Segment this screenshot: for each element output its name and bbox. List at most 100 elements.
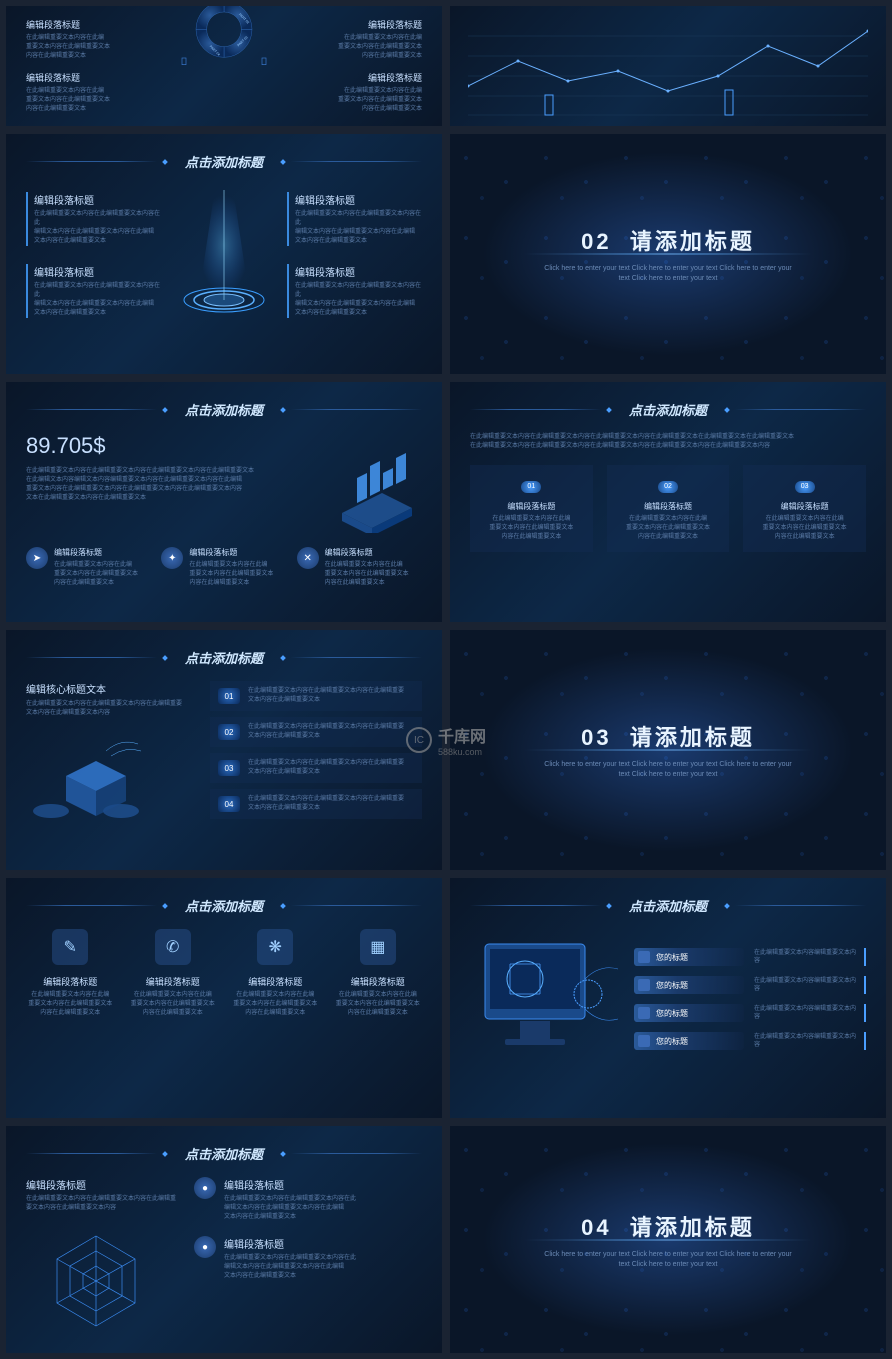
s10-text: 在此编辑重要文本内容编辑重要文本内容 (754, 976, 866, 994)
slide-1: 编辑段落标题在此编辑重要文本内容在此编重要文本内容在此编辑重要文本内容在此编辑重… (6, 6, 442, 126)
phone-icon: ✆ (155, 929, 191, 965)
slide-header: 点击添加标题 (26, 1144, 422, 1163)
slide-header: 点击添加标题 (26, 400, 422, 419)
slide-3: 点击添加标题 编辑段落标题在此编辑重要文本内容在此编辑重要文本内容在此编辑文本内… (6, 134, 442, 374)
chapter-subtitle: Click here to enter your text Click here… (544, 1250, 791, 1270)
header-title: 点击添加标题 (617, 400, 719, 419)
s3-item: 编辑段落标题在此编辑重要文本内容在此编辑重要文本内容在此编辑文本内容在此编辑重要… (26, 264, 161, 318)
chapter-subtitle: Click here to enter your text Click here… (544, 264, 791, 284)
bullet-icon: ● (194, 1236, 216, 1258)
tag-icon: ❋ (257, 929, 293, 965)
s6-cards: 01编辑段落标题在此编辑重要文本内容在此编重要文本内容在此编辑重要文本内容在此编… (470, 465, 866, 552)
s10-text: 在此编辑重要文本内容编辑重要文本内容 (754, 1004, 866, 1022)
header-title: 点击添加标题 (173, 152, 275, 171)
edit-icon: ✎ (52, 929, 88, 965)
nav-icon: ➤ (26, 547, 48, 569)
item-body: 在此编辑重要文本内容在此编重要文本内容在此编辑重要文本内容在此编辑重要文本 (26, 34, 151, 61)
big-number: 89.705$ (26, 433, 296, 459)
bullet-icon: ● (194, 1177, 216, 1199)
isometric-chart-graphic (312, 433, 422, 533)
s1-left-col: 编辑段落标题 在此编辑重要文本内容在此编重要文本内容在此编辑重要文本内容在此编辑重… (26, 18, 151, 114)
core-desc: 在此编辑重要文本内容在此编辑重要文本内容在此编辑重要文本内容在此编辑重要文本内容 (26, 700, 196, 718)
s1-item: 编辑段落标题在此编辑重要文本内容在此编重要文本内容在此编辑重要文本内容在此编辑重… (297, 18, 422, 61)
card-number: 02 (658, 481, 678, 493)
chapter-04: 04 请添加标题 Click here to enter your text C… (450, 1126, 886, 1353)
s3-item: 编辑段落标题在此编辑重要文本内容在此编辑重要文本内容在此编辑文本内容在此编辑重要… (287, 192, 422, 246)
slide-header: 点击添加标题 (26, 152, 422, 171)
item-body: 在此编辑重要文本内容在此编辑重要文本内容在此编辑文本内容在此编辑重要文本内容在此… (295, 282, 422, 318)
header-title: 点击添加标题 (173, 896, 275, 915)
s11-left-title: 编辑段落标题 (26, 1177, 176, 1192)
slide-2-linechart (450, 6, 886, 126)
s5-icon-item: ✕编辑段落标题在此编辑重要文本内容在此编重要文本内容在此编辑重要文本内容在此编辑… (297, 547, 422, 588)
line-chart-svg (468, 16, 868, 116)
s5-icon-item: ➤编辑段落标题在此编辑重要文本内容在此编重要文本内容在此编辑重要文本内容在此编辑… (26, 547, 151, 588)
list-row: 03在此编辑重要文本内容在此编辑重要文本内容在此编辑重要文本内容在此编辑重要文本 (210, 753, 422, 783)
tag-bar: 您的标题 (634, 948, 744, 966)
tag-bar: 您的标题 (634, 1004, 744, 1022)
s10-text: 在此编辑重要文本内容编辑重要文本内容 (754, 1032, 866, 1050)
tag-bar: 您的标题 (634, 976, 744, 994)
s6-card: 02编辑段落标题在此编辑重要文本内容在此编重要文本内容在此编辑重要文本内容在此编… (607, 465, 730, 552)
item-title: 编辑段落标题 (295, 192, 422, 207)
id-icon: ▦ (360, 929, 396, 965)
slide-10: 点击添加标题 您的标题 您的标题 您的标题 您的标题 在此编辑重要文本内容编辑重… (450, 878, 886, 1118)
item-body: 在此编辑重要文本内容在此编重要文本内容在此编辑重要文本内容在此编辑重要文本 (297, 34, 422, 61)
slide-grid: 编辑段落标题在此编辑重要文本内容在此编重要文本内容在此编辑重要文本内容在此编辑重… (0, 0, 892, 1359)
s1-item: 编辑段落标题在此编辑重要文本内容在此编重要文本内容在此编辑重要文本内容在此编辑重… (297, 71, 422, 114)
s10-tags: 您的标题 您的标题 您的标题 您的标题 (634, 948, 744, 1050)
s3-right-col: 编辑段落标题在此编辑重要文本内容在此编辑重要文本内容在此编辑文本内容在此编辑重要… (287, 192, 422, 318)
item-body: 在此编辑重要文本内容在此编辑重要文本内容在此编辑文本内容在此编辑重要文本内容在此… (34, 210, 161, 246)
list-row: 02在此编辑重要文本内容在此编辑重要文本内容在此编辑重要文本内容在此编辑重要文本 (210, 717, 422, 747)
isometric-tech-graphic (26, 726, 146, 836)
s7-list: 01在此编辑重要文本内容在此编辑重要文本内容在此编辑重要文本内容在此编辑重要文本… (210, 681, 422, 836)
item-title: 编辑段落标题 (297, 18, 422, 31)
s6-card: 03编辑段落标题在此编辑重要文本内容在此编重要文本内容在此编辑重要文本内容在此编… (743, 465, 866, 552)
chapter-subtitle: Click here to enter your text Click here… (544, 760, 791, 780)
s3-left-col: 编辑段落标题在此编辑重要文本内容在此编辑重要文本内容在此编辑文本内容在此编辑重要… (26, 192, 161, 318)
header-title: 点击添加标题 (173, 648, 275, 667)
s5-icon-item: ✦编辑段落标题在此编辑重要文本内容在此编重要文本内容在此编辑重要文本内容在此编辑… (161, 547, 286, 588)
chapter-title: 03 请添加标题 (581, 720, 755, 752)
s11-item: ●编辑段落标题在此编辑重要文本内容在此编辑重要文本内容在此编辑文本内容在此编辑重… (194, 1177, 422, 1222)
s9-item: ✎编辑段落标题在此编辑重要文本内容在此编重要文本内容在此编辑重要文本内容在此编辑… (26, 929, 115, 1018)
s9-item: ✆编辑段落标题在此编辑重要文本内容在此编重要文本内容在此编辑重要文本内容在此编辑… (129, 929, 218, 1018)
monitor-graphic (470, 929, 620, 1069)
item-title: 编辑段落标题 (297, 71, 422, 84)
s6-card: 01编辑段落标题在此编辑重要文本内容在此编重要文本内容在此编辑重要文本内容在此编… (470, 465, 593, 552)
list-row: 04在此编辑重要文本内容在此编辑重要文本内容在此编辑重要文本内容在此编辑重要文本 (210, 789, 422, 819)
item-body: 在此编辑重要文本内容在此编重要文本内容在此编辑重要文本内容在此编辑重要文本 (297, 87, 422, 114)
slide-header: 点击添加标题 (470, 896, 866, 915)
slide-7: 点击添加标题 编辑核心标题文本 在此编辑重要文本内容在此编辑重要文本内容在此编辑… (6, 630, 442, 870)
slide-header: 点击添加标题 (26, 648, 422, 667)
hologram-graphic (169, 185, 279, 325)
star-icon: ✦ (161, 547, 183, 569)
s9-icon-row: ✎编辑段落标题在此编辑重要文本内容在此编重要文本内容在此编辑重要文本内容在此编辑… (26, 929, 422, 1018)
slide-5: 点击添加标题 89.705$ 在此编辑重要文本内容在此编辑重要文本内容在此编辑重… (6, 382, 442, 622)
slide-9: 点击添加标题 ✎编辑段落标题在此编辑重要文本内容在此编重要文本内容在此编辑重要文… (6, 878, 442, 1118)
s11-left-desc: 在此编辑重要文本内容在此编辑重要文本内容在此编辑重要文本内容在此编辑重要文本内容 (26, 1195, 176, 1213)
card-number: 01 (521, 481, 541, 493)
chapter-03: 03 请添加标题 Click here to enter your text C… (450, 630, 886, 870)
tag-bar: 您的标题 (634, 1032, 744, 1050)
slide-header: 点击添加标题 (470, 400, 866, 419)
slide-header: 点击添加标题 (26, 896, 422, 915)
chapter-title: 04 请添加标题 (581, 1210, 755, 1242)
item-title: 编辑段落标题 (34, 192, 161, 207)
item-title: 编辑段落标题 (295, 264, 422, 279)
radar-graphic (26, 1221, 166, 1341)
s6-description: 在此编辑重要文本内容在此编辑重要文本内容在此编辑重要文本内容在此编辑重要文本在此… (470, 433, 866, 451)
s1-item: 编辑段落标题在此编辑重要文本内容在此编重要文本内容在此编辑重要文本内容在此编辑重… (26, 71, 151, 114)
slide-6: 点击添加标题 在此编辑重要文本内容在此编辑重要文本内容在此编辑重要文本内容在此编… (450, 382, 886, 622)
s3-item: 编辑段落标题在此编辑重要文本内容在此编辑重要文本内容在此编辑文本内容在此编辑重要… (26, 192, 161, 246)
item-body: 在此编辑重要文本内容在此编辑重要文本内容在此编辑文本内容在此编辑重要文本内容在此… (34, 282, 161, 318)
s10-text: 在此编辑重要文本内容编辑重要文本内容 (754, 948, 866, 966)
s9-item: ▦编辑段落标题在此编辑重要文本内容在此编重要文本内容在此编辑重要文本内容在此编辑… (334, 929, 423, 1018)
slide-11: 点击添加标题 编辑段落标题 在此编辑重要文本内容在此编辑重要文本内容在此编辑重要… (6, 1126, 442, 1353)
item-title: 编辑段落标题 (26, 71, 151, 84)
s10-texts: 在此编辑重要文本内容编辑重要文本内容 在此编辑重要文本内容编辑重要文本内容 在此… (754, 948, 866, 1050)
core-title: 编辑核心标题文本 (26, 681, 196, 696)
s11-right: ●编辑段落标题在此编辑重要文本内容在此编辑重要文本内容在此编辑文本内容在此编辑重… (194, 1177, 422, 1341)
header-title: 点击添加标题 (173, 1144, 275, 1163)
item-title: 编辑段落标题 (34, 264, 161, 279)
